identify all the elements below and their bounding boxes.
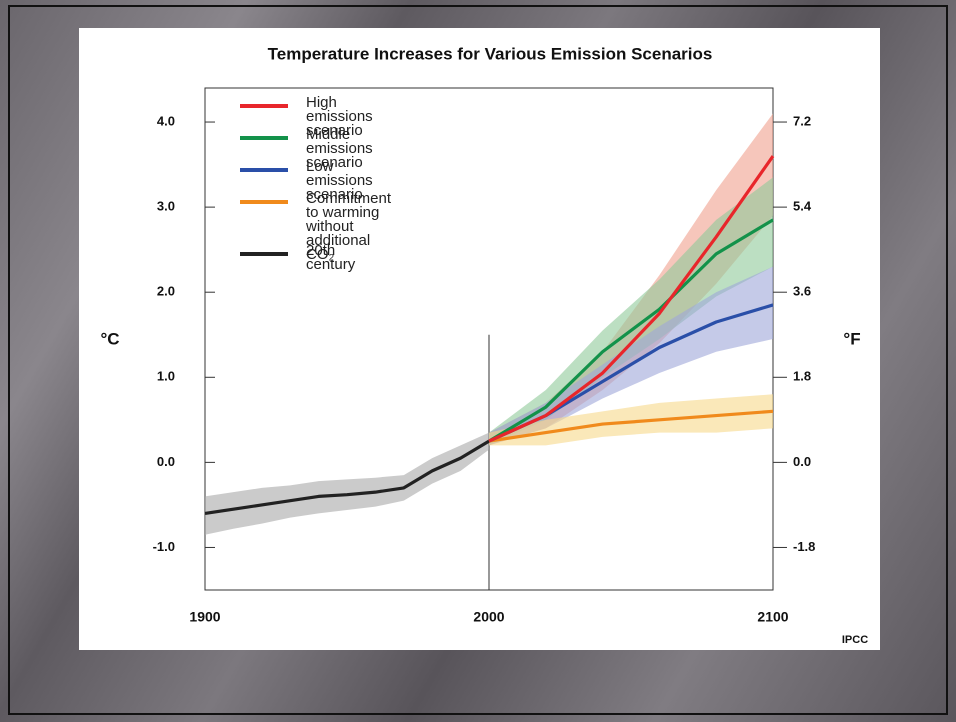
y2-tick-label: 7.2 xyxy=(793,113,811,128)
legend-swatch xyxy=(240,136,288,140)
legend-swatch xyxy=(240,200,288,204)
y2-tick-label: 3.6 xyxy=(793,284,811,299)
legend-swatch xyxy=(240,168,288,172)
legend-label: Middle emissions scenario xyxy=(306,126,373,171)
series-line xyxy=(488,218,774,443)
y-tick-label: -1.0 xyxy=(153,539,175,554)
legend-label: High emissions scenario xyxy=(306,94,373,139)
uncertainty-band xyxy=(205,432,489,535)
series-line xyxy=(488,409,774,443)
y2-tick-label: 0.0 xyxy=(793,454,811,469)
legend-label: Commitment to warming without additional… xyxy=(306,190,392,263)
series-line xyxy=(204,439,490,516)
source-label: IPCC xyxy=(842,634,868,646)
uncertainty-band xyxy=(489,266,773,446)
slide-border xyxy=(8,5,948,715)
series-line xyxy=(488,155,775,443)
y-axis-label: °C xyxy=(100,329,119,348)
legend-swatch xyxy=(240,252,288,256)
x-tick-label: 2100 xyxy=(757,609,788,625)
uncertainty-band xyxy=(489,177,773,446)
x-tick-label: 2000 xyxy=(473,609,504,625)
legend-label: 20th century xyxy=(306,242,356,273)
y-tick-label: 0.0 xyxy=(157,454,175,469)
y-tick-label: 4.0 xyxy=(157,113,175,128)
y2-tick-label: -1.8 xyxy=(793,539,815,554)
x-tick-label: 1900 xyxy=(189,609,220,625)
legend-label: Low emissions scenario xyxy=(306,158,373,203)
chart-title: Temperature Increases for Various Emissi… xyxy=(268,44,713,63)
y-tick-label: 3.0 xyxy=(157,199,175,214)
y2-tick-label: 1.8 xyxy=(793,369,811,384)
y-tick-label: 1.0 xyxy=(157,369,175,384)
y2-tick-label: 5.4 xyxy=(793,199,812,214)
y2-axis-label: °F xyxy=(843,329,860,348)
legend-swatch xyxy=(240,104,288,108)
uncertainty-band xyxy=(489,394,773,446)
y-tick-label: 2.0 xyxy=(157,284,175,299)
